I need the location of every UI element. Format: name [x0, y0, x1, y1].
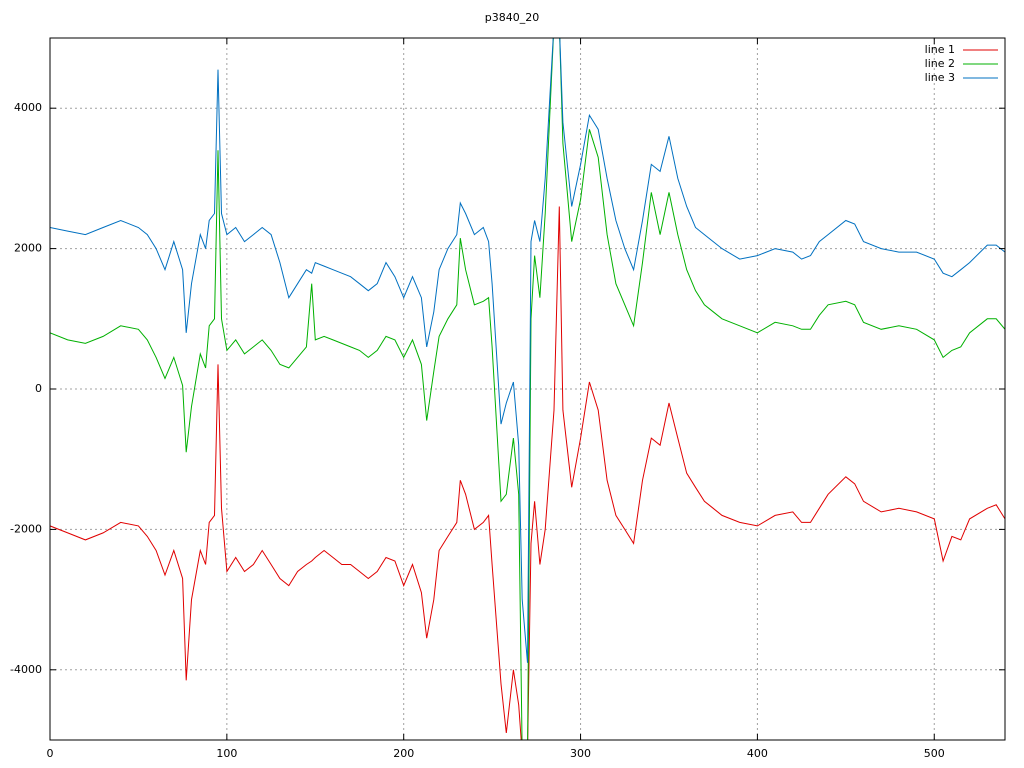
y-tick-label: -4000 [10, 663, 42, 676]
y-tick-label: 0 [35, 382, 42, 395]
legend-label: line 3 [925, 71, 955, 84]
data-line [50, 38, 1005, 663]
x-tick-label: 200 [393, 747, 414, 760]
data-line [50, 38, 1005, 740]
plot-area [50, 38, 1005, 740]
x-tick-label: 500 [924, 747, 945, 760]
legend-label: line 1 [925, 43, 955, 56]
x-tick-label: 0 [47, 747, 54, 760]
y-tick-label: -2000 [10, 522, 42, 535]
x-tick-label: 300 [570, 747, 591, 760]
x-tick-label: 100 [216, 747, 237, 760]
chart-title: p3840_20 [485, 11, 539, 24]
legend-label: line 2 [925, 57, 955, 70]
x-tick-label: 400 [747, 747, 768, 760]
grid [49, 38, 1005, 740]
y-tick-label: 4000 [14, 101, 42, 114]
y-tick-label: 2000 [14, 242, 42, 255]
data-line [50, 206, 1005, 740]
